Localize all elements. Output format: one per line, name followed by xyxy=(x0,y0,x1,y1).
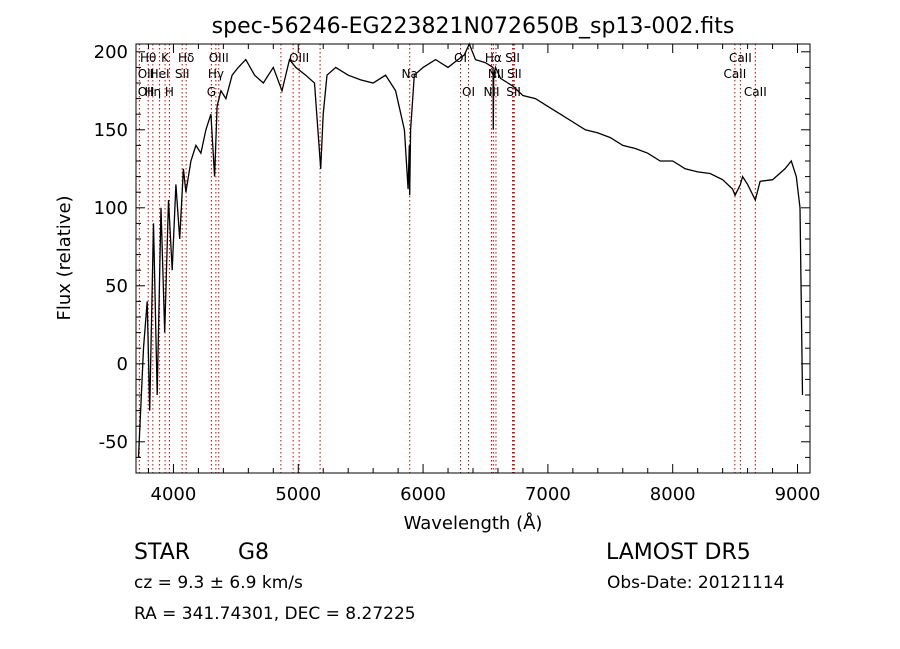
y-axis-label: Flux (relative) xyxy=(54,195,75,320)
line-label: H xyxy=(165,85,174,99)
line-label: K xyxy=(161,51,170,65)
line-label: G xyxy=(207,85,216,99)
line-markers xyxy=(138,44,756,473)
line-label: SII xyxy=(505,51,520,65)
y-axis-ticks: -50 0 50 100 150 200 xyxy=(94,42,810,458)
line-label: HeI xyxy=(150,67,170,81)
line-label: NII xyxy=(483,85,499,99)
line-label: SII xyxy=(507,67,522,81)
object-subclass: G8 xyxy=(238,540,270,565)
x-tick-label: 6000 xyxy=(400,484,446,505)
x-axis-ticks: 4000 5000 6000 7000 8000 9000 xyxy=(147,44,821,505)
line-label: Hη xyxy=(145,85,162,99)
y-tick-label: 200 xyxy=(94,42,128,63)
line-label: Hγ xyxy=(208,67,224,81)
line-label: OI xyxy=(462,85,475,99)
x-tick-label: 9000 xyxy=(775,484,821,505)
line-label: OIII xyxy=(289,51,309,65)
line-label: Hδ xyxy=(178,51,194,65)
y-tick-label: -50 xyxy=(99,432,128,453)
spectrum-line xyxy=(137,42,804,458)
line-label: Hθ xyxy=(140,51,156,65)
x-axis-label: Wavelength (Å) xyxy=(404,512,543,534)
line-label: CaII xyxy=(723,67,746,81)
chart-title: spec-56246-EG223821N072650B_sp13-002.fit… xyxy=(212,14,735,39)
ra-dec: RA = 341.74301, DEC = 8.27225 xyxy=(134,604,416,624)
object-class: STAR xyxy=(134,540,191,565)
line-label: OIII xyxy=(209,51,229,65)
line-label: SII xyxy=(506,85,521,99)
y-tick-label: 0 xyxy=(117,354,128,375)
line-label: Hα xyxy=(485,51,502,65)
y-tick-label: 150 xyxy=(94,120,128,141)
x-tick-label: 7000 xyxy=(525,484,571,505)
x-tick-label: 8000 xyxy=(650,484,696,505)
survey-name: LAMOST DR5 xyxy=(606,540,751,565)
x-tick-label: 5000 xyxy=(275,484,321,505)
redshift-cz: cz = 9.3 ± 6.9 km/s xyxy=(134,573,303,593)
y-tick-label: 100 xyxy=(94,198,128,219)
x-tick-label: 4000 xyxy=(151,484,197,505)
y-tick-label: 50 xyxy=(105,276,128,297)
line-label: OII xyxy=(138,85,155,99)
plot-frame xyxy=(135,43,811,474)
line-label: CaII xyxy=(729,51,752,65)
line-label: CaII xyxy=(744,85,767,99)
line-label: SII xyxy=(175,67,190,81)
obs-date: Obs-Date: 20121114 xyxy=(607,573,785,593)
line-label: OII xyxy=(138,67,155,81)
